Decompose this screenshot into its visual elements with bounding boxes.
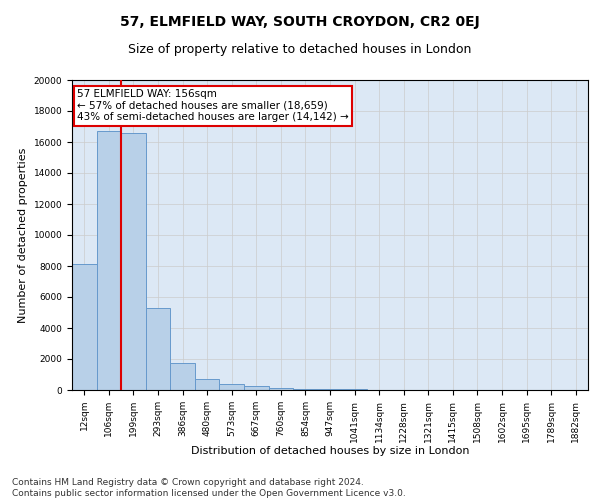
Bar: [293, 388, 318, 390]
Text: 57 ELMFIELD WAY: 156sqm
← 57% of detached houses are smaller (18,659)
43% of sem: 57 ELMFIELD WAY: 156sqm ← 57% of detache…: [77, 90, 349, 122]
Bar: [220, 384, 244, 390]
Bar: [121, 132, 146, 390]
Text: Contains HM Land Registry data © Crown copyright and database right 2024.
Contai: Contains HM Land Registry data © Crown c…: [12, 478, 406, 498]
Y-axis label: Number of detached properties: Number of detached properties: [18, 148, 28, 322]
Bar: [318, 389, 342, 390]
Bar: [195, 379, 220, 390]
Bar: [72, 264, 97, 390]
Text: Size of property relative to detached houses in London: Size of property relative to detached ho…: [128, 42, 472, 56]
Bar: [97, 131, 121, 390]
Bar: [146, 308, 170, 390]
Bar: [170, 363, 195, 390]
X-axis label: Distribution of detached houses by size in London: Distribution of detached houses by size …: [191, 446, 469, 456]
Bar: [244, 386, 269, 390]
Text: 57, ELMFIELD WAY, SOUTH CROYDON, CR2 0EJ: 57, ELMFIELD WAY, SOUTH CROYDON, CR2 0EJ: [120, 15, 480, 29]
Bar: [269, 388, 293, 390]
